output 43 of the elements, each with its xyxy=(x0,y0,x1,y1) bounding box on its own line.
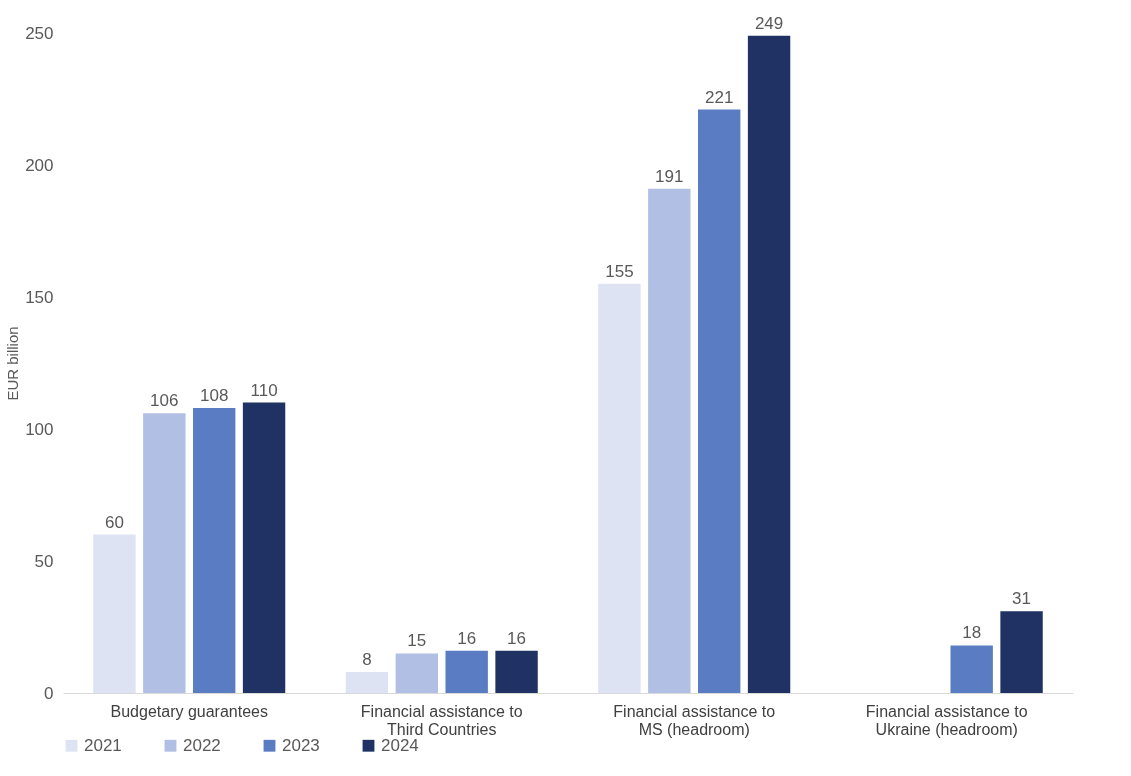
bar xyxy=(648,188,691,693)
data-label: 8 xyxy=(362,649,372,669)
x-tick-label: Financial assistance to Ukraine (headroom) xyxy=(865,702,1028,738)
data-label: 31 xyxy=(1012,589,1032,609)
legend-label: 2024 xyxy=(381,735,419,755)
bar xyxy=(93,534,136,693)
y-tick-label: 250 xyxy=(25,23,54,43)
data-label: 106 xyxy=(150,391,179,411)
bar xyxy=(445,650,488,693)
x-tick-label: Financial assistance to Third Countries xyxy=(360,702,523,738)
y-axis-title: EUR billion xyxy=(4,326,22,401)
data-label: 108 xyxy=(200,385,229,405)
x-tick-label: Budgetary guarantees xyxy=(110,702,268,720)
y-tick-label: 50 xyxy=(34,551,54,571)
legend-label: 2021 xyxy=(84,735,122,755)
x-tick-label: Financial assistance to MS (headroom) xyxy=(613,702,776,738)
y-tick-label: 150 xyxy=(25,287,54,307)
bar xyxy=(143,413,186,693)
bar xyxy=(697,109,741,693)
bar xyxy=(747,35,791,693)
bar xyxy=(242,402,286,693)
y-tick-label: 0 xyxy=(44,683,54,703)
bar xyxy=(495,650,538,693)
legend-label: 2023 xyxy=(282,735,320,755)
bar xyxy=(1000,611,1043,693)
data-label: 221 xyxy=(705,87,734,107)
y-tick-label: 200 xyxy=(25,155,54,175)
data-label: 110 xyxy=(250,380,278,400)
bar xyxy=(192,407,236,693)
bar xyxy=(395,653,439,693)
data-label: 249 xyxy=(754,13,784,33)
data-label: 155 xyxy=(605,261,634,281)
bar xyxy=(598,283,641,693)
data-label: 60 xyxy=(104,512,124,532)
data-label: 16 xyxy=(507,628,527,648)
data-label: 16 xyxy=(457,628,477,648)
bar xyxy=(345,671,389,693)
legend-label: 2022 xyxy=(183,735,221,755)
data-label: 18 xyxy=(962,623,982,643)
y-tick-label: 100 xyxy=(25,419,54,439)
data-label: 191 xyxy=(655,166,684,186)
bar xyxy=(950,645,993,693)
data-label: 15 xyxy=(407,631,427,651)
